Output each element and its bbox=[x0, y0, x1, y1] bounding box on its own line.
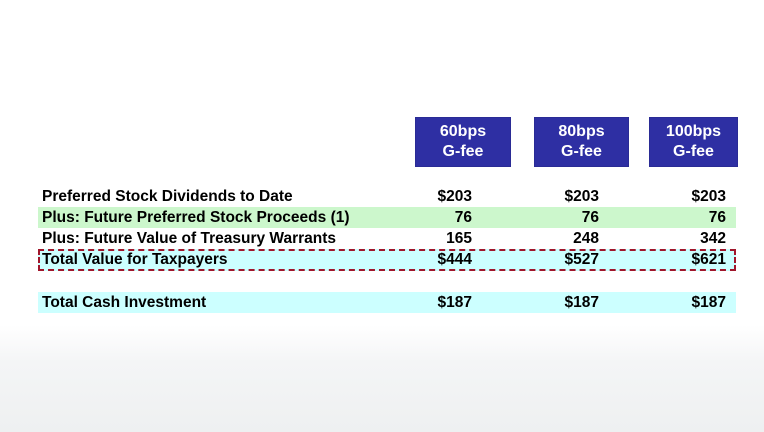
row-value-80bps: $187 bbox=[564, 294, 599, 311]
table-row-treasury-warrants: Plus: Future Value of Treasury Warrants … bbox=[38, 228, 736, 249]
column-header-line1: 80bps bbox=[558, 123, 605, 140]
row-value-100bps: 76 bbox=[708, 209, 726, 226]
column-header-line2: G-fee bbox=[673, 143, 714, 160]
column-header-60bps: 60bps G-fee bbox=[415, 117, 511, 167]
row-value-80bps: $203 bbox=[564, 188, 599, 205]
row-label: Plus: Future Preferred Stock Proceeds (1… bbox=[42, 209, 350, 226]
row-value-100bps: $187 bbox=[691, 294, 726, 311]
table-row-future-preferred-proceeds: Plus: Future Preferred Stock Proceeds (1… bbox=[38, 207, 736, 228]
row-value-60bps: 165 bbox=[446, 230, 472, 247]
row-value-60bps: $187 bbox=[437, 294, 472, 311]
row-value-80bps: 248 bbox=[573, 230, 599, 247]
row-value-100bps: $203 bbox=[691, 188, 726, 205]
row-label: Total Cash Investment bbox=[42, 294, 207, 311]
table-row-total-cash-investment: Total Cash Investment $187 $187 $187 bbox=[38, 292, 736, 313]
column-header-line1: 100bps bbox=[665, 123, 722, 140]
table-row-total-value-taxpayers: Total Value for Taxpayers $444 $527 $621 bbox=[38, 249, 736, 271]
row-label: Plus: Future Value of Treasury Warrants bbox=[42, 230, 337, 247]
row-value-60bps: 76 bbox=[454, 209, 472, 226]
table-row-preferred-dividends: Preferred Stock Dividends to Date $203 $… bbox=[38, 186, 736, 207]
row-value-100bps: 342 bbox=[700, 230, 726, 247]
column-header-100bps: 100bps G-fee bbox=[649, 117, 738, 167]
column-header-line1: 60bps bbox=[439, 123, 487, 140]
row-value-80bps: $527 bbox=[564, 251, 599, 268]
column-header-line2: G-fee bbox=[561, 143, 602, 160]
row-value-100bps: $621 bbox=[691, 251, 726, 268]
row-label: Preferred Stock Dividends to Date bbox=[42, 188, 293, 205]
column-header-line2: G-fee bbox=[442, 143, 484, 160]
row-value-80bps: 76 bbox=[581, 209, 599, 226]
background-fade bbox=[0, 325, 764, 432]
table-slide: 60bps G-fee 80bps G-fee 100bps G-fee Pre… bbox=[38, 117, 738, 313]
row-label: Total Value for Taxpayers bbox=[42, 251, 228, 268]
row-value-60bps: $444 bbox=[437, 251, 472, 268]
row-value-60bps: $203 bbox=[437, 188, 472, 205]
column-header-80bps: 80bps G-fee bbox=[534, 117, 629, 167]
